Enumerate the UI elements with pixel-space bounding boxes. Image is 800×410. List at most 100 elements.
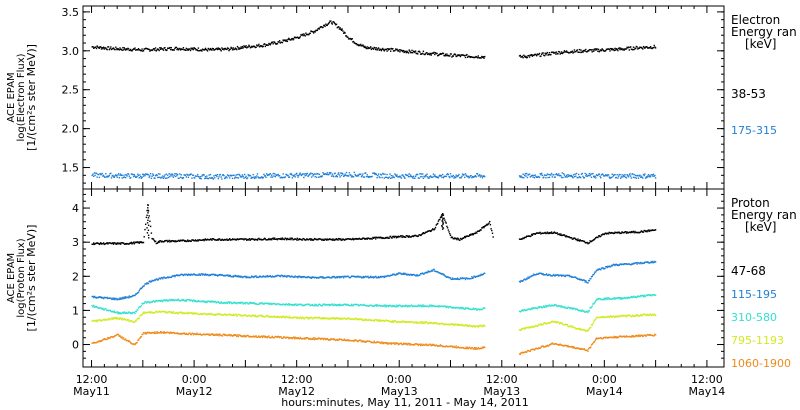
data-point	[472, 307, 474, 309]
data-point	[575, 50, 577, 53]
data-point	[361, 175, 363, 177]
data-point	[171, 298, 173, 301]
data-point	[431, 305, 433, 308]
data-point	[352, 40, 355, 43]
data-point	[635, 47, 637, 50]
data-point	[352, 318, 355, 321]
data-point	[455, 237, 457, 240]
data-point	[433, 229, 435, 231]
data-point	[481, 325, 484, 328]
data-point	[129, 341, 131, 343]
data-point	[277, 303, 279, 305]
data-point	[196, 312, 198, 315]
data-point	[592, 239, 594, 242]
data-point	[519, 176, 521, 178]
data-point	[174, 175, 177, 178]
data-point	[248, 45, 251, 47]
data-point	[179, 49, 182, 51]
data-point	[232, 335, 234, 337]
data-point	[130, 241, 133, 244]
data-point	[445, 222, 447, 224]
data-point	[424, 176, 426, 178]
data-point	[226, 301, 228, 304]
data-point	[246, 239, 248, 241]
data-point	[92, 46, 94, 48]
data-point	[286, 239, 288, 241]
data-point	[120, 242, 123, 244]
data-point	[263, 336, 266, 338]
data-point	[220, 50, 222, 52]
data-point	[226, 174, 229, 176]
data-point	[360, 173, 362, 175]
data-point	[377, 275, 380, 278]
data-point	[174, 46, 177, 49]
data-point	[385, 304, 387, 306]
data-point	[154, 301, 156, 303]
data-point	[177, 298, 180, 300]
data-point	[166, 177, 168, 179]
data-point	[602, 49, 604, 51]
data-point	[437, 177, 440, 179]
data-point	[287, 304, 289, 306]
data-point	[186, 49, 188, 51]
data-point	[311, 337, 313, 340]
data-point	[161, 331, 163, 333]
data-point	[448, 277, 450, 279]
data-point	[441, 216, 443, 219]
data-point	[480, 308, 482, 310]
data-point	[622, 176, 624, 178]
data-point	[448, 55, 450, 57]
data-point	[174, 312, 177, 314]
data-point	[619, 48, 621, 51]
data-point	[570, 275, 572, 278]
data-point	[194, 312, 196, 314]
data-point	[127, 319, 129, 322]
data-point	[486, 224, 489, 226]
data-point	[449, 305, 452, 308]
data-point	[147, 224, 150, 226]
data-point	[177, 299, 179, 301]
data-point	[366, 238, 368, 240]
data-point	[375, 305, 378, 307]
data-point	[456, 175, 459, 177]
data-point	[236, 335, 238, 338]
data-point	[325, 24, 328, 27]
data-point	[328, 317, 331, 319]
data-point	[614, 174, 616, 176]
data-point	[244, 173, 246, 176]
data-point	[476, 56, 478, 58]
data-point	[198, 239, 200, 241]
data-point	[371, 276, 373, 279]
data-point	[544, 52, 546, 54]
data-point	[184, 174, 187, 176]
data-point	[387, 177, 390, 179]
data-point	[196, 49, 198, 51]
data-point	[178, 48, 180, 50]
data-point	[247, 174, 249, 176]
data-point	[551, 51, 553, 53]
data-point	[553, 320, 556, 323]
data-point	[254, 275, 256, 278]
data-point	[571, 50, 573, 52]
data-point	[174, 240, 177, 242]
data-point	[598, 297, 600, 300]
data-point	[323, 24, 326, 26]
data-point	[203, 312, 205, 315]
data-point	[183, 274, 185, 276]
data-point	[542, 323, 544, 326]
data-point	[583, 310, 585, 312]
data-point	[575, 172, 578, 175]
data-point	[136, 49, 138, 51]
data-point	[433, 305, 435, 307]
data-point	[372, 305, 375, 308]
data-point	[367, 175, 369, 178]
data-point	[216, 48, 219, 51]
data-point	[303, 173, 306, 175]
data-point	[401, 174, 403, 176]
data-point	[391, 48, 393, 50]
data-point	[331, 173, 333, 175]
data-point	[621, 298, 623, 300]
data-point	[184, 312, 187, 315]
data-point	[340, 172, 342, 174]
data-point	[315, 316, 318, 319]
